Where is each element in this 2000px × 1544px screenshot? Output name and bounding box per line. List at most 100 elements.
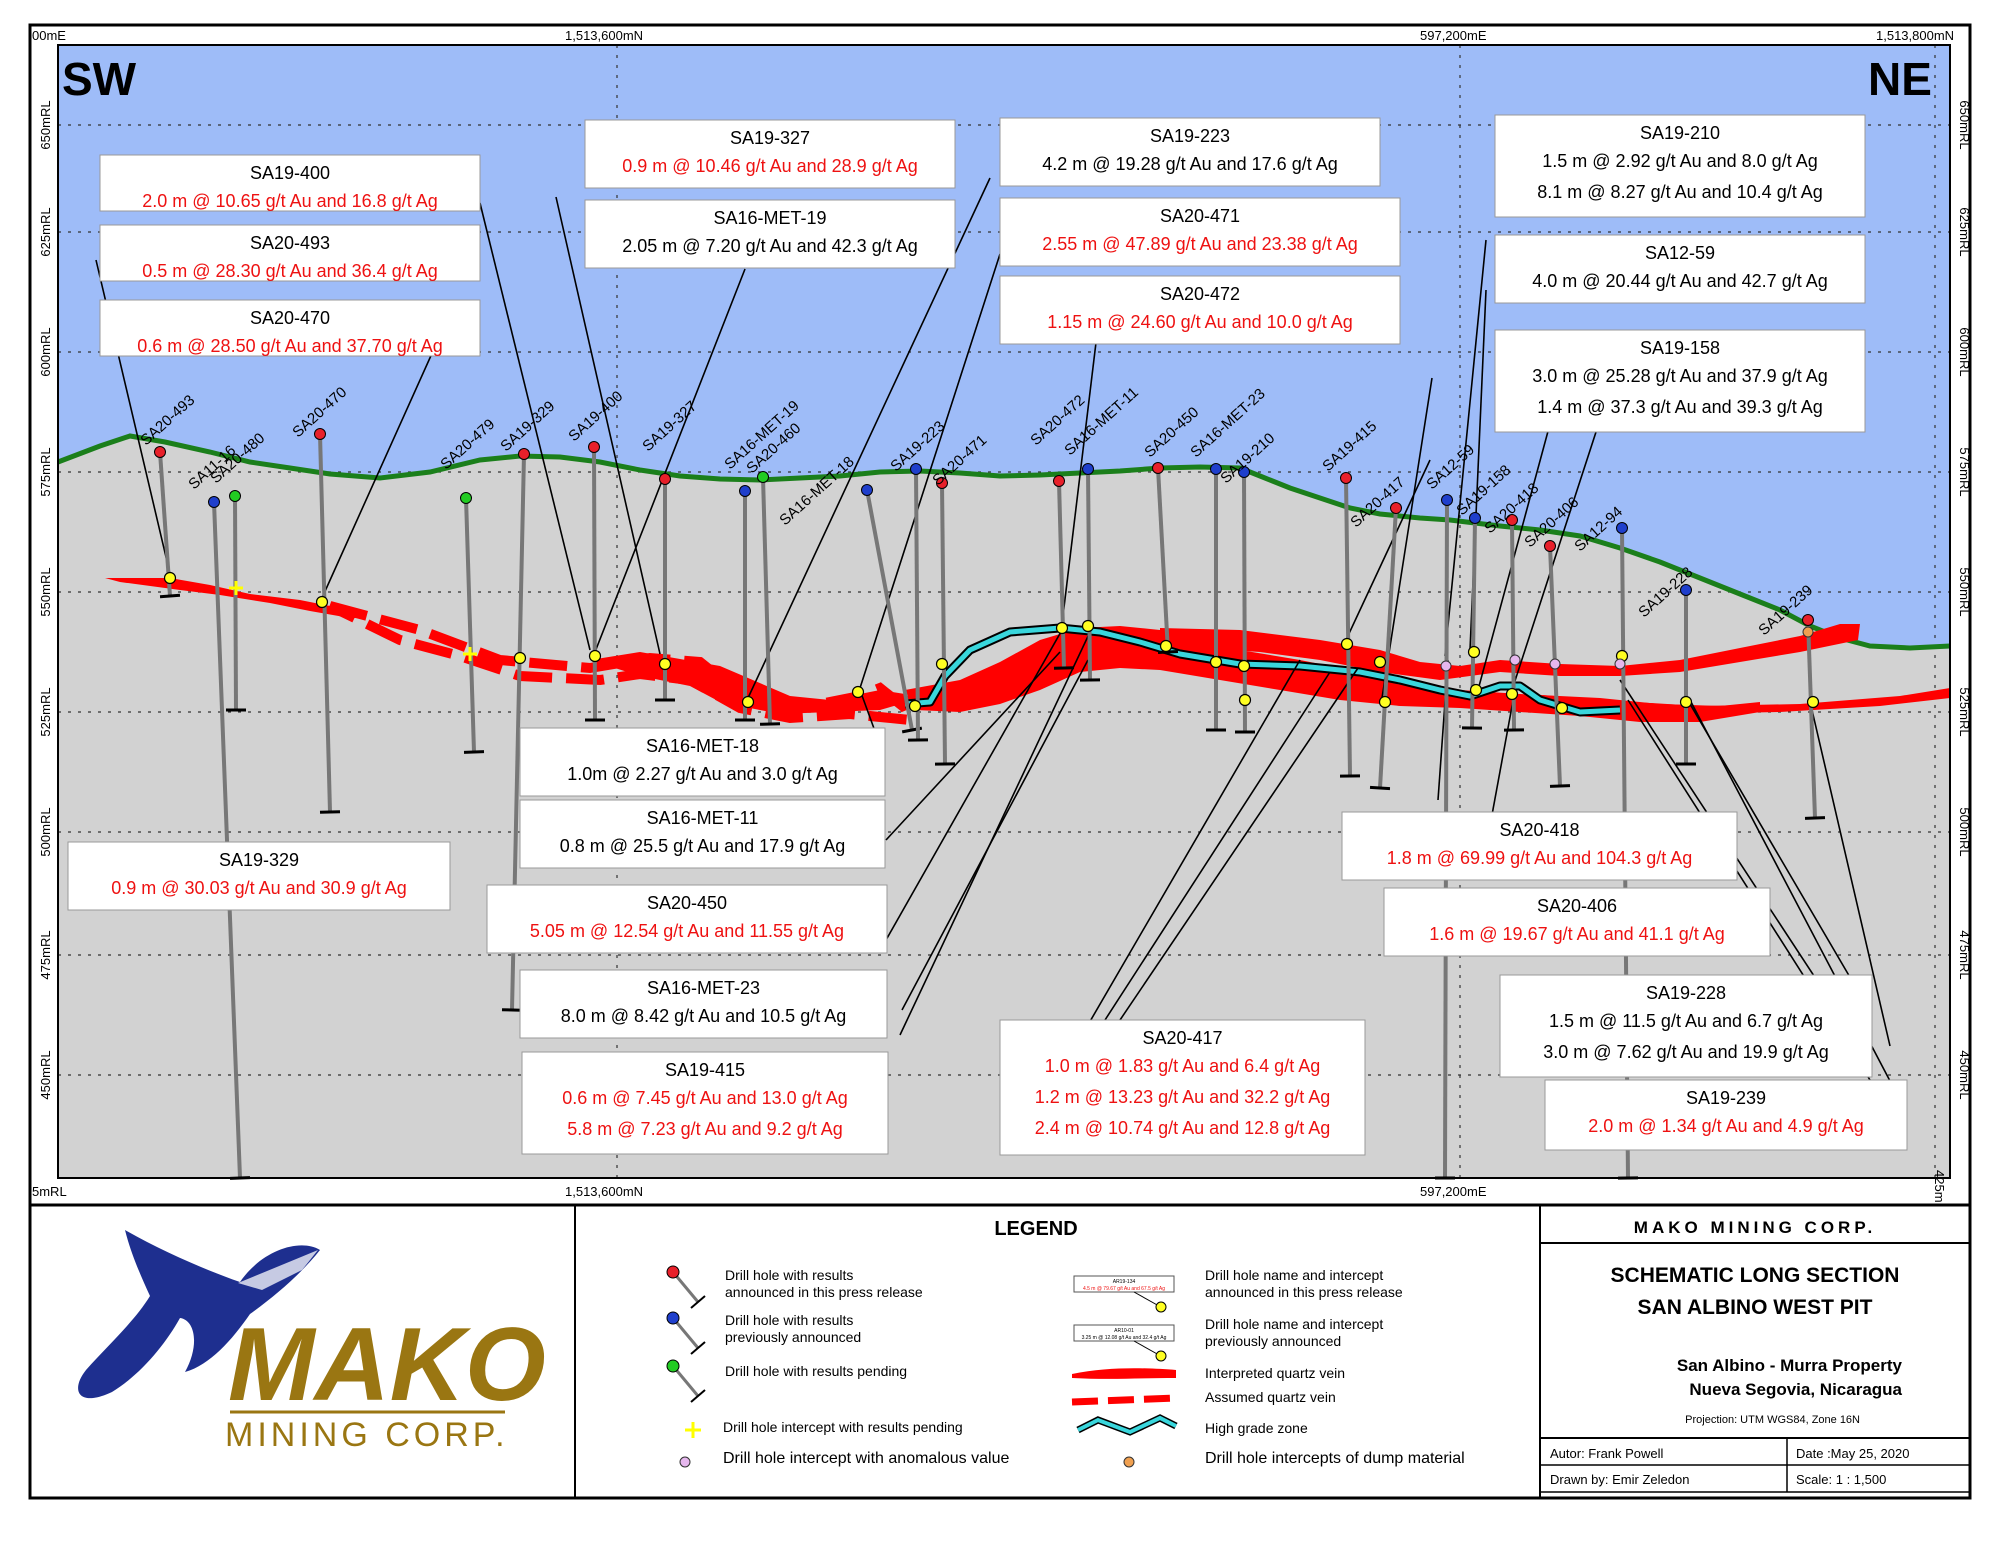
elevation-label-right: 575mRL	[1957, 447, 1972, 496]
intercept-marker	[1467, 645, 1481, 659]
legend-label: Drill hole intercept with results pendin…	[723, 1419, 963, 1435]
legend-label: previously announced	[725, 1329, 861, 1345]
intercept-marker	[1055, 621, 1069, 635]
callout-sa16-met-11: SA16-MET-11 0.8 m @ 25.5 g/t Au and 17.9 …	[519, 799, 886, 869]
elevation-label-right: 650mRL	[1957, 100, 1972, 149]
intercept-marker	[851, 685, 865, 699]
author: Autor: Frank Powell	[1550, 1446, 1664, 1461]
legend-icon-pending	[666, 1359, 706, 1403]
callout-intercept: 4.0 m @ 20.44 g/t Au and 42.7 g/t Ag	[1532, 271, 1827, 291]
drawing-title-1: SCHEMATIC LONG SECTION	[1611, 1264, 1900, 1287]
callout-box	[584, 199, 956, 269]
legend-vein-dashed-icon	[1071, 1394, 1177, 1406]
callout-box	[99, 299, 481, 357]
leader-line	[479, 202, 591, 651]
leader-line	[1345, 459, 1431, 641]
callout-box	[1494, 114, 1866, 218]
callout-box	[1494, 329, 1866, 433]
grid-label-top-4: 1,513,800mN	[1876, 28, 1954, 43]
callout-title: SA19-210	[1640, 123, 1720, 143]
intercept-marker	[163, 571, 177, 585]
drill-trace	[233, 495, 238, 711]
legend-tag-dot	[1155, 1350, 1167, 1362]
collar-marker	[1238, 466, 1250, 478]
legend-tag-title: AR10-01	[1114, 1328, 1134, 1334]
intercept-marker	[1209, 655, 1223, 669]
grid-label-bottom-3: 597,200mE	[1420, 1184, 1487, 1199]
callout-sa20-470: SA20-470 0.6 m @ 28.50 g/t Au and 37.70 g…	[99, 299, 481, 357]
drill-trace	[1242, 471, 1247, 733]
intercept-marker	[1378, 695, 1392, 709]
callout-sa20-471: SA20-471 2.55 m @ 47.89 g/t Au and 23.38 …	[999, 197, 1401, 267]
legend-tag-text: 3.25 m @ 12.08 g/t Au and 32.4 g/t Ag	[1082, 1335, 1167, 1341]
callout-title: SA20-493	[250, 233, 330, 253]
intercept-marker	[908, 699, 922, 713]
callout-box	[999, 117, 1381, 187]
callout-sa16-met-23: SA16-MET-23 8.0 m @ 8.42 g/t Au and 10.5 …	[519, 969, 888, 1039]
elevation-label-left: 625mRL	[38, 207, 53, 256]
elevation-label-right: 475mRL	[1957, 930, 1972, 979]
leader-line	[1061, 325, 1099, 625]
leader-line	[899, 631, 1091, 1036]
callout-sa19-327: SA19-327 0.9 m @ 10.46 g/t Au and 28.9 g/…	[584, 119, 956, 189]
shark-icon	[78, 1230, 320, 1399]
collar-marker	[1053, 475, 1065, 487]
leader-line	[1084, 659, 1301, 1031]
end-of-hole-tick	[159, 593, 181, 599]
legend-tag-leader	[1133, 1340, 1160, 1356]
callout-box	[1544, 1079, 1908, 1151]
collar-marker	[1544, 540, 1556, 552]
leader-line	[1444, 239, 1487, 657]
collar-marker	[1802, 614, 1814, 626]
vein-lower-east	[1530, 688, 1950, 714]
legend-icon-previous	[666, 1311, 706, 1355]
callout-sa19-415: SA19-415 0.6 m @ 7.45 g/t Au and 13.0 g/t…	[521, 1051, 889, 1155]
callout-box	[519, 799, 886, 869]
callout-box	[1499, 974, 1873, 1078]
callout-box	[584, 119, 956, 189]
intercept-marker	[315, 595, 329, 609]
dump-intercept	[1802, 626, 1814, 638]
callout-boxes: SA19-400 2.0 m @ 10.65 g/t Au and 16.8 g/…	[67, 114, 1908, 1156]
collar-marker	[314, 428, 326, 440]
collar-marker	[936, 477, 948, 489]
intercept-marker	[1081, 619, 1095, 633]
callout-title: SA20-418	[1499, 820, 1579, 840]
callout-sa20-472: SA20-472 1.15 m @ 24.60 g/t Au and 10.0 g…	[999, 275, 1401, 345]
callout-intercept: 0.8 m @ 25.5 g/t Au and 17.9 g/t Ag	[560, 836, 845, 856]
grid-label-bottom-4: 425m	[1932, 1170, 1947, 1203]
drill-trace	[592, 446, 597, 721]
drawn-by: Drawn by: Emir Zeledon	[1550, 1472, 1689, 1487]
high-grade-zone	[904, 625, 1621, 715]
callout-title: SA20-406	[1537, 896, 1617, 916]
legend-cross-icon	[685, 1422, 701, 1438]
drill-trace	[914, 468, 920, 741]
collar-marker	[1469, 512, 1481, 524]
grid-label-bottom-2: 1,513,600mN	[565, 1184, 643, 1199]
legend-icon-previous-dot	[666, 1311, 680, 1325]
callout-title: SA19-228	[1646, 983, 1726, 1003]
collar-marker	[154, 446, 166, 458]
section-border	[57, 44, 1951, 1179]
callout-sa20-493: SA20-493 0.5 m @ 28.30 g/t Au and 36.4 g/…	[99, 224, 481, 282]
callout-intercept: 4.2 m @ 19.28 g/t Au and 17.6 g/t Ag	[1042, 154, 1337, 174]
callout-intercept: 2.0 m @ 10.65 g/t Au and 16.8 g/t Ag	[142, 191, 437, 211]
callout-intercept: 0.5 m @ 28.30 g/t Au and 36.4 g/t Ag	[142, 261, 437, 281]
collar-marker	[460, 492, 472, 504]
legend-label: announced in this press release	[1205, 1284, 1403, 1300]
collar-marker	[1390, 502, 1402, 514]
collar-marker	[1441, 494, 1453, 506]
drill-trace	[1344, 477, 1352, 777]
callout-sa20-450: SA20-450 5.05 m @ 12.54 g/t Au and 11.55 …	[486, 884, 888, 954]
mako-logo: MAKO MINING CORP.	[78, 1230, 546, 1454]
callout-box	[1494, 234, 1866, 304]
anomalous-intercept	[1549, 658, 1561, 670]
intercept-marker	[1159, 639, 1173, 653]
callout-box	[999, 197, 1401, 267]
leader-line	[555, 196, 661, 655]
callout-intercept: 1.15 m @ 24.60 g/t Au and 10.0 g/t Ag	[1047, 312, 1353, 332]
legend-label: Interpreted quartz vein	[1205, 1365, 1345, 1381]
elevation-label-right: 625mRL	[1957, 207, 1972, 256]
ne-label: NE	[1868, 53, 1932, 105]
